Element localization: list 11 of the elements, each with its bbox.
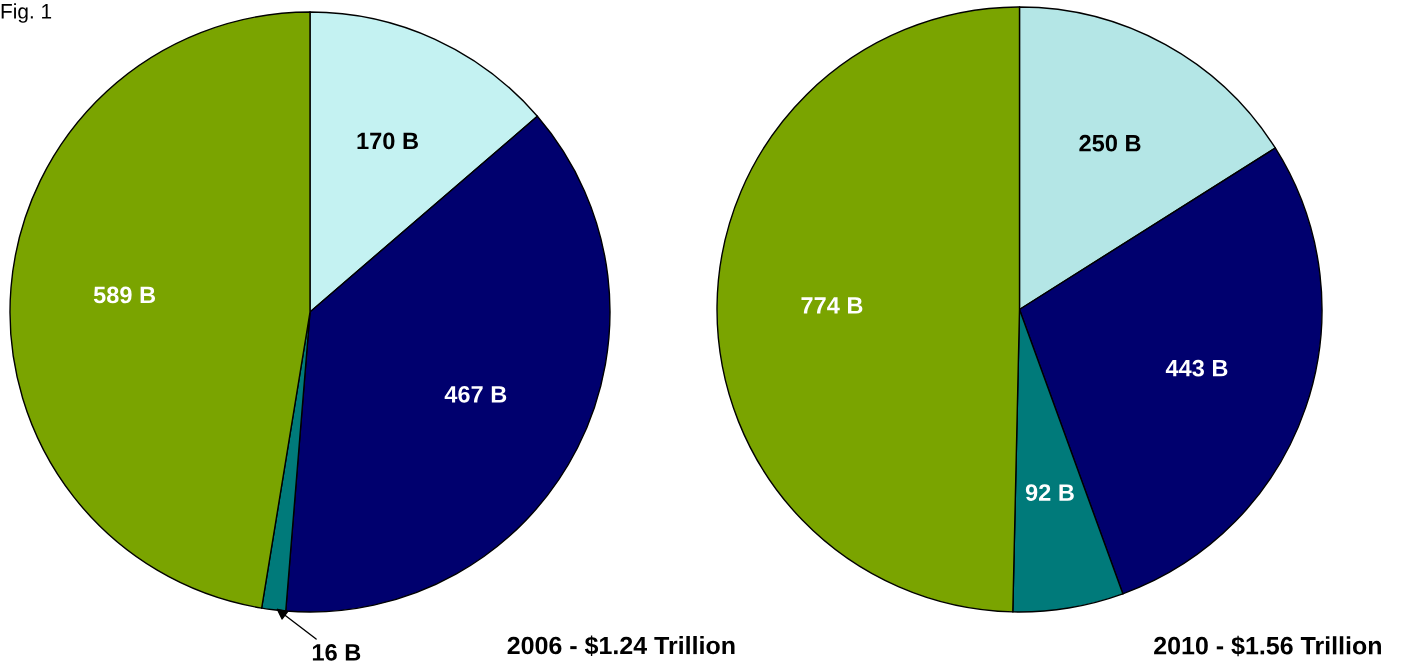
text: 2010 - $1.56 Trillion bbox=[1154, 635, 1381, 657]
caption: Fig. 1 bbox=[1, 3, 52, 23]
data-label: 250 B bbox=[1079, 134, 1141, 152]
data-label: 589 B bbox=[93, 286, 156, 304]
data-label: 16 B bbox=[312, 644, 361, 661]
text: 2006 - $1.24 Trillion bbox=[507, 635, 735, 656]
data-label: 92 B bbox=[1025, 484, 1074, 501]
data-label: 467 B bbox=[444, 385, 507, 403]
data-label: 774 B bbox=[801, 297, 863, 314]
data-label: 443 B bbox=[1165, 359, 1228, 377]
data-label: 170 B bbox=[357, 132, 418, 150]
